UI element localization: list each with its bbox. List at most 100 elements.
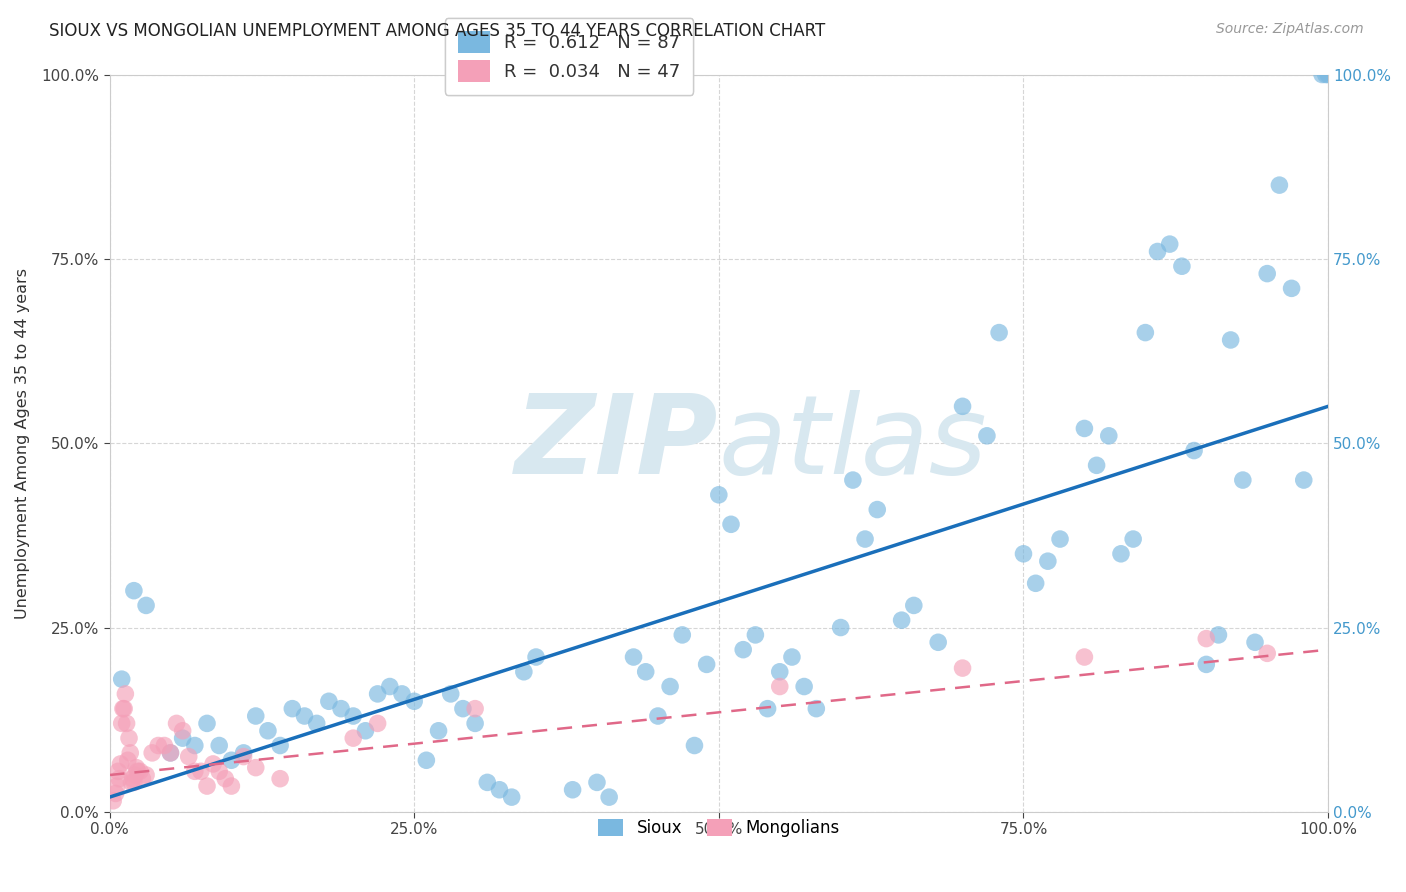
Point: [166, 716, 188, 731]
Point: [976, 429, 998, 443]
Point: [135, 768, 157, 782]
Point: [659, 680, 682, 694]
Point: [1268, 178, 1291, 193]
Point: [440, 687, 463, 701]
Point: [232, 749, 254, 764]
Point: [342, 709, 364, 723]
Point: [367, 687, 389, 701]
Point: [1159, 237, 1181, 252]
Point: [853, 532, 876, 546]
Point: [756, 701, 779, 715]
Point: [202, 756, 225, 771]
Point: [177, 749, 200, 764]
Point: [488, 782, 510, 797]
Point: [464, 716, 486, 731]
Point: [184, 739, 207, 753]
Point: [1208, 628, 1230, 642]
Point: [561, 782, 583, 797]
Point: [683, 739, 706, 753]
Point: [122, 583, 145, 598]
Point: [108, 772, 131, 786]
Point: [780, 650, 803, 665]
Point: [1281, 281, 1303, 295]
Point: [257, 723, 280, 738]
Point: [378, 680, 401, 694]
Point: [118, 731, 141, 746]
Point: [671, 628, 693, 642]
Point: [501, 790, 523, 805]
Point: [120, 746, 142, 760]
Point: [367, 716, 389, 731]
Point: [342, 731, 364, 746]
Point: [104, 787, 127, 801]
Point: [221, 779, 243, 793]
Point: [586, 775, 609, 789]
Point: [1098, 429, 1121, 443]
Point: [305, 716, 328, 731]
Point: [172, 723, 194, 738]
Legend: Sioux, Mongolians: Sioux, Mongolians: [592, 813, 846, 844]
Point: [1256, 267, 1278, 281]
Point: [141, 746, 163, 760]
Point: [1109, 547, 1132, 561]
Point: [524, 650, 547, 665]
Point: [598, 790, 620, 805]
Point: [451, 701, 474, 715]
Point: [793, 680, 815, 694]
Point: [131, 772, 153, 786]
Point: [903, 599, 925, 613]
Point: [269, 739, 291, 753]
Point: [111, 701, 134, 715]
Point: [1310, 68, 1333, 82]
Point: [184, 764, 207, 779]
Y-axis label: Unemployment Among Ages 35 to 44 years: Unemployment Among Ages 35 to 44 years: [15, 268, 30, 619]
Point: [135, 599, 157, 613]
Point: [103, 794, 125, 808]
Point: [842, 473, 865, 487]
Point: [245, 709, 267, 723]
Point: [148, 739, 170, 753]
Point: [125, 761, 148, 775]
Point: [105, 779, 128, 793]
Point: [696, 657, 718, 672]
Point: [1317, 68, 1340, 82]
Text: Source: ZipAtlas.com: Source: ZipAtlas.com: [1216, 22, 1364, 37]
Point: [294, 709, 316, 723]
Point: [427, 723, 450, 738]
Point: [1085, 458, 1108, 473]
Point: [464, 701, 486, 715]
Point: [1073, 421, 1095, 435]
Point: [111, 716, 134, 731]
Text: atlas: atlas: [718, 390, 987, 497]
Point: [124, 768, 146, 782]
Point: [634, 665, 657, 679]
Point: [121, 772, 143, 786]
Point: [318, 694, 340, 708]
Point: [354, 723, 377, 738]
Point: [190, 764, 212, 779]
Point: [245, 761, 267, 775]
Point: [769, 680, 792, 694]
Point: [1036, 554, 1059, 568]
Point: [707, 488, 730, 502]
Point: [866, 502, 889, 516]
Point: [477, 775, 499, 789]
Text: ZIP: ZIP: [516, 390, 718, 497]
Point: [114, 687, 136, 701]
Point: [117, 753, 139, 767]
Point: [927, 635, 949, 649]
Point: [107, 764, 129, 779]
Point: [153, 739, 176, 753]
Point: [1012, 547, 1035, 561]
Point: [1122, 532, 1144, 546]
Point: [129, 764, 152, 779]
Point: [1135, 326, 1157, 340]
Point: [195, 716, 218, 731]
Point: [111, 672, 134, 686]
Point: [1219, 333, 1241, 347]
Point: [159, 746, 181, 760]
Point: [232, 746, 254, 760]
Point: [391, 687, 413, 701]
Point: [890, 613, 912, 627]
Point: [623, 650, 645, 665]
